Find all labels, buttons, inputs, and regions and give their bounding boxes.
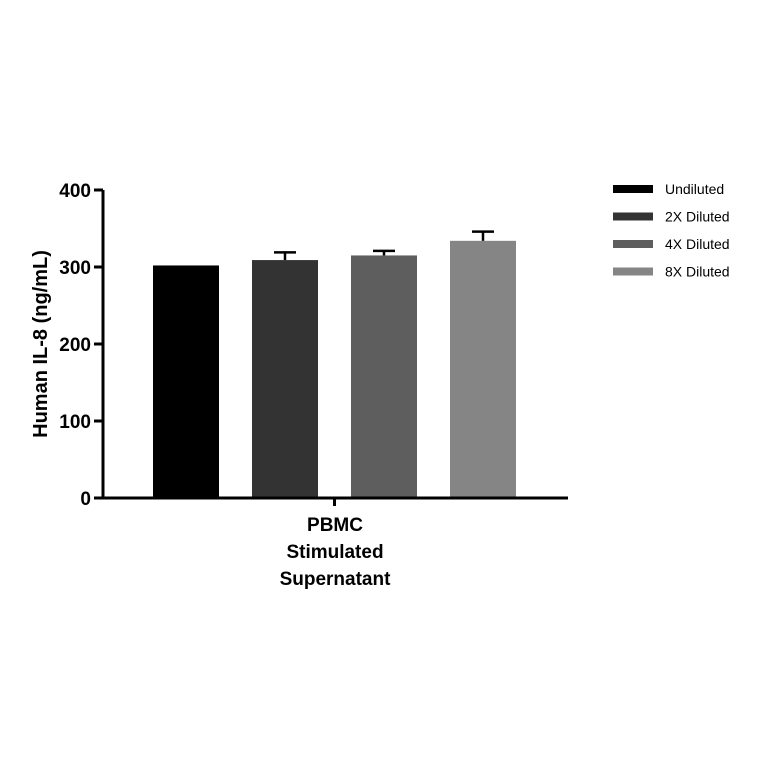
bar-8x-diluted bbox=[450, 240, 516, 498]
legend-swatch-8x-diluted bbox=[613, 267, 653, 276]
legend-swatch-4x-diluted bbox=[613, 240, 653, 248]
y-axis-label: Human IL-8 (ng/mL) bbox=[30, 250, 52, 438]
legend-label-undiluted: Undiluted bbox=[665, 181, 724, 197]
legend-swatch-undiluted bbox=[613, 185, 653, 193]
category-label-line-2: Stimulated bbox=[286, 542, 383, 563]
legend: Undiluted 2X Diluted 4X Diluted 8X Diluted bbox=[613, 181, 730, 280]
bars-group bbox=[153, 230, 516, 498]
bar-undiluted bbox=[153, 265, 219, 498]
y-tick-label-0: 0 bbox=[80, 489, 91, 510]
y-tick-label-100: 100 bbox=[59, 412, 91, 433]
legend-swatch-2x-diluted bbox=[613, 212, 653, 221]
y-tick-label-200: 200 bbox=[59, 335, 91, 356]
y-tick-label-300: 300 bbox=[59, 258, 91, 279]
axes-group: 0 100 200 300 400 bbox=[59, 181, 568, 510]
legend-label-4x-diluted: 4X Diluted bbox=[665, 236, 730, 252]
category-label-line-3: Supernatant bbox=[280, 569, 392, 590]
bar-2x-diluted bbox=[252, 260, 318, 498]
category-label-line-1: PBMC bbox=[307, 515, 363, 536]
bar-4x-diluted bbox=[351, 255, 417, 498]
y-tick-label-400: 400 bbox=[59, 181, 91, 202]
legend-label-8x-diluted: 8X Diluted bbox=[665, 264, 730, 280]
legend-label-2x-diluted: 2X Diluted bbox=[665, 209, 730, 225]
